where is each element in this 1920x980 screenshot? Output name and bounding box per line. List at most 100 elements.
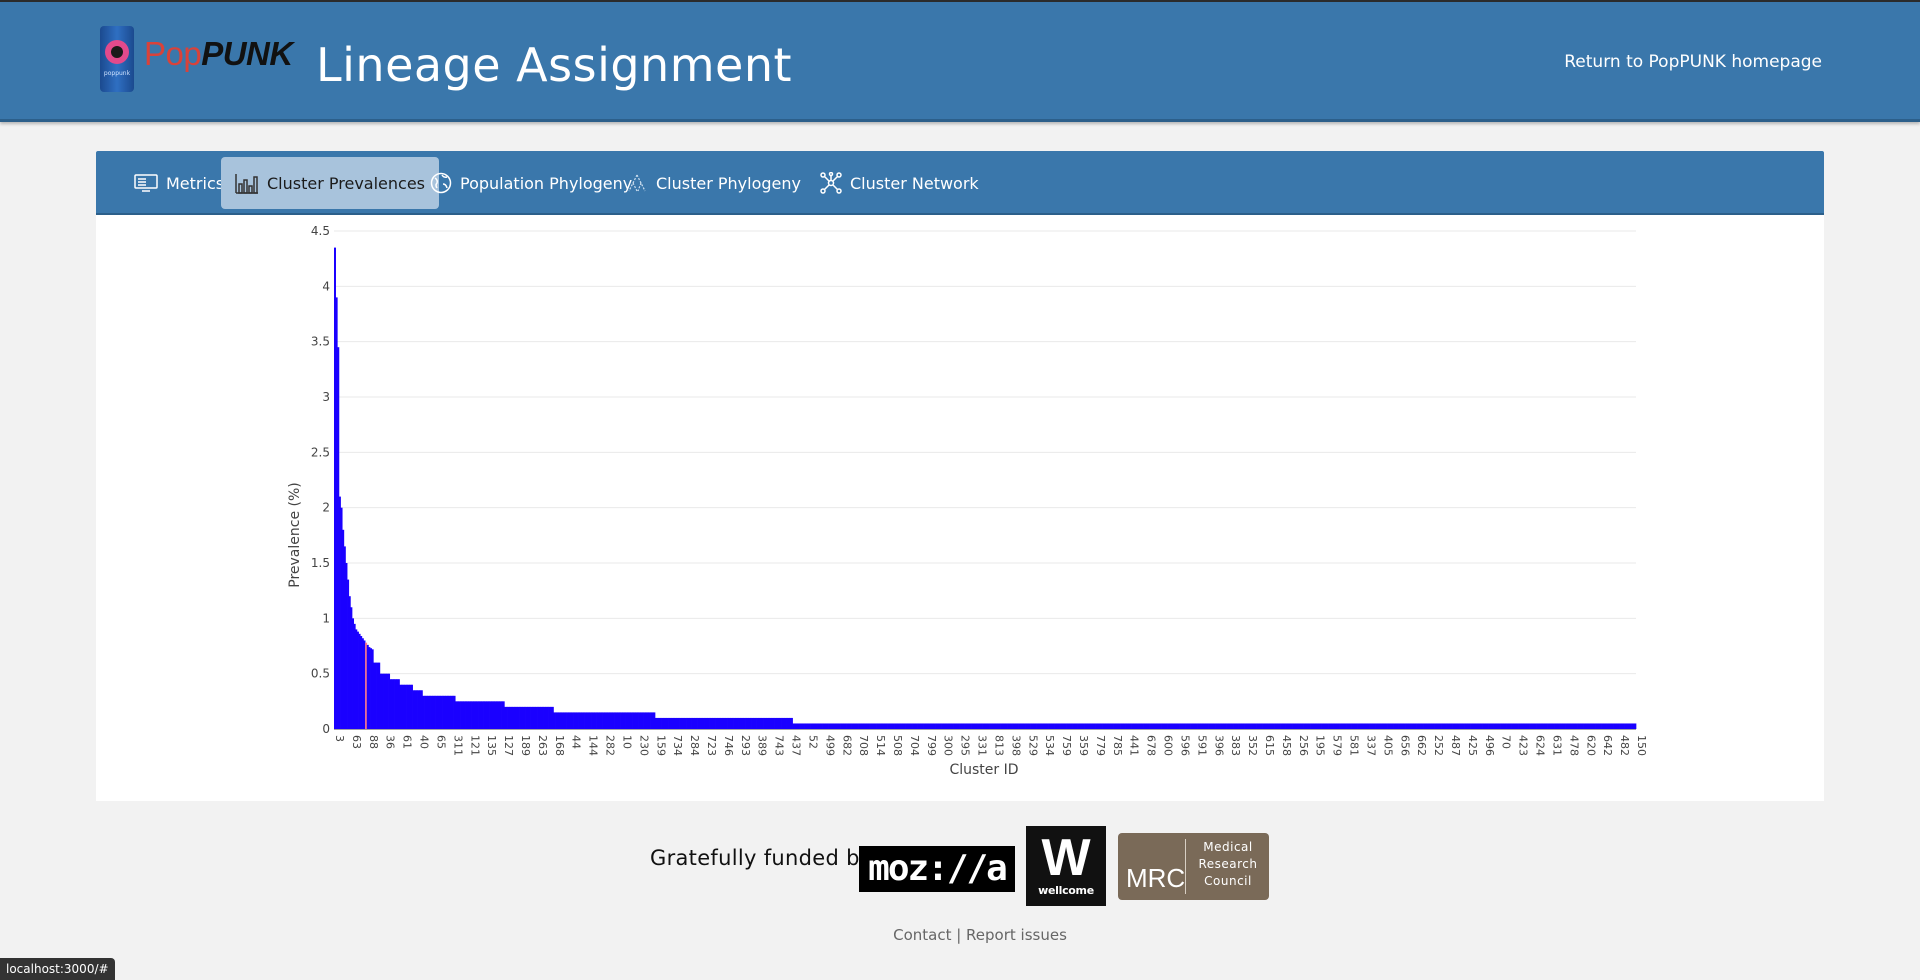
cluster-bar[interactable]	[1154, 723, 1157, 729]
cluster-bar[interactable]	[1398, 723, 1401, 729]
cluster-bar[interactable]	[1120, 723, 1123, 729]
cluster-bar[interactable]	[1485, 723, 1488, 729]
cluster-bar[interactable]	[890, 723, 893, 729]
cluster-bar[interactable]	[401, 684, 404, 729]
cluster-bar[interactable]	[823, 723, 826, 729]
cluster-bar[interactable]	[709, 717, 712, 729]
tab-metrics[interactable]: Metrics	[120, 157, 238, 209]
cluster-bar[interactable]	[1462, 723, 1465, 729]
cluster-bar[interactable]	[1542, 723, 1545, 729]
cluster-bar[interactable]	[448, 695, 451, 729]
cluster-bar[interactable]	[1084, 723, 1087, 729]
cluster-bar[interactable]	[1465, 723, 1468, 729]
cluster-bar[interactable]	[964, 723, 967, 729]
cluster-bar[interactable]	[723, 717, 726, 729]
cluster-bar[interactable]	[1360, 723, 1363, 729]
cluster-bar[interactable]	[985, 723, 988, 729]
cluster-bar[interactable]	[1632, 723, 1635, 729]
cluster-bar[interactable]	[491, 701, 494, 729]
cluster-bar[interactable]	[1567, 723, 1570, 729]
cluster-bar[interactable]	[720, 717, 723, 729]
cluster-bar[interactable]	[1175, 723, 1178, 729]
cluster-bar[interactable]	[1103, 723, 1106, 729]
cluster-bar[interactable]	[1380, 723, 1383, 729]
cluster-bar[interactable]	[1021, 723, 1024, 729]
cluster-bar[interactable]	[1275, 723, 1278, 729]
cluster-bar[interactable]	[596, 712, 599, 729]
cluster-bar[interactable]	[900, 723, 903, 729]
cluster-bar[interactable]	[648, 712, 651, 729]
cluster-bar[interactable]	[1213, 723, 1216, 729]
cluster-bar[interactable]	[974, 723, 977, 729]
cluster-bar[interactable]	[1059, 723, 1062, 729]
cluster-bar[interactable]	[1470, 723, 1473, 729]
cluster-bar[interactable]	[1549, 723, 1552, 729]
cluster-bar[interactable]	[1134, 723, 1137, 729]
cluster-bar[interactable]	[846, 723, 849, 729]
cluster-bar[interactable]	[777, 717, 780, 729]
cluster-bar[interactable]	[805, 723, 808, 729]
cluster-bar[interactable]	[1262, 723, 1265, 729]
cluster-bar[interactable]	[546, 706, 549, 729]
cluster-bar[interactable]	[1590, 723, 1593, 729]
cluster-bar[interactable]	[556, 712, 559, 729]
cluster-bar[interactable]	[931, 723, 934, 729]
cluster-bar[interactable]	[766, 717, 769, 729]
cluster-bar[interactable]	[451, 695, 454, 729]
poppunk-logo-text[interactable]: PopPUNK	[144, 35, 293, 72]
cluster-bar[interactable]	[1066, 723, 1069, 729]
cluster-bar[interactable]	[1156, 723, 1159, 729]
cluster-bar[interactable]	[713, 717, 716, 729]
cluster-bar[interactable]	[348, 596, 351, 729]
cluster-bar[interactable]	[1336, 723, 1339, 729]
cluster-bar[interactable]	[838, 723, 841, 729]
cluster-bar[interactable]	[1326, 723, 1329, 729]
cluster-bar[interactable]	[453, 695, 456, 729]
cluster-bar[interactable]	[504, 706, 507, 729]
cluster-bar[interactable]	[594, 712, 597, 729]
cluster-bar[interactable]	[1598, 723, 1601, 729]
cluster-bar[interactable]	[636, 712, 639, 729]
cluster-bar[interactable]	[1449, 723, 1452, 729]
cluster-bar[interactable]	[1238, 723, 1241, 729]
cluster-bar[interactable]	[1229, 723, 1232, 729]
cluster-bar[interactable]	[445, 695, 448, 729]
cluster-bar[interactable]	[1390, 723, 1393, 729]
cluster-bar[interactable]	[1283, 723, 1286, 729]
cluster-bar[interactable]	[858, 723, 861, 729]
cluster-bar[interactable]	[920, 723, 923, 729]
cluster-bar[interactable]	[1187, 723, 1190, 729]
cluster-bar[interactable]	[1164, 723, 1167, 729]
cluster-bar[interactable]	[1552, 723, 1555, 729]
cluster-bar[interactable]	[1339, 723, 1342, 729]
cluster-bar[interactable]	[1627, 723, 1630, 729]
cluster-bar[interactable]	[967, 723, 970, 729]
cluster-bar[interactable]	[682, 717, 685, 729]
tab-population-phylogeny[interactable]: Population Phylogeny	[416, 157, 646, 209]
cluster-bar[interactable]	[872, 723, 875, 729]
cluster-bar[interactable]	[625, 712, 628, 729]
cluster-bar[interactable]	[1254, 723, 1257, 729]
cluster-bar[interactable]	[676, 717, 679, 729]
cluster-bar[interactable]	[1377, 723, 1380, 729]
cluster-bar[interactable]	[1090, 723, 1093, 729]
cluster-bar[interactable]	[851, 723, 854, 729]
cluster-bar[interactable]	[404, 684, 407, 729]
cluster-bar[interactable]	[560, 712, 562, 729]
cluster-bar[interactable]	[1442, 723, 1445, 729]
cluster-bar[interactable]	[946, 723, 949, 729]
cluster-bar[interactable]	[1573, 723, 1576, 729]
cluster-bar[interactable]	[1373, 723, 1376, 729]
cluster-bar[interactable]	[342, 529, 345, 729]
cluster-bar[interactable]	[424, 695, 427, 729]
cluster-bar[interactable]	[1486, 723, 1489, 729]
cluster-bar[interactable]	[1013, 723, 1016, 729]
cluster-bar[interactable]	[1367, 723, 1370, 729]
cluster-bar[interactable]	[1095, 723, 1098, 729]
cluster-bar[interactable]	[944, 723, 947, 729]
cluster-bar[interactable]	[679, 717, 682, 729]
cluster-bar[interactable]	[1599, 723, 1602, 729]
cluster-bar[interactable]	[645, 712, 648, 729]
cluster-bar[interactable]	[1473, 723, 1476, 729]
cluster-bar[interactable]	[617, 712, 620, 729]
